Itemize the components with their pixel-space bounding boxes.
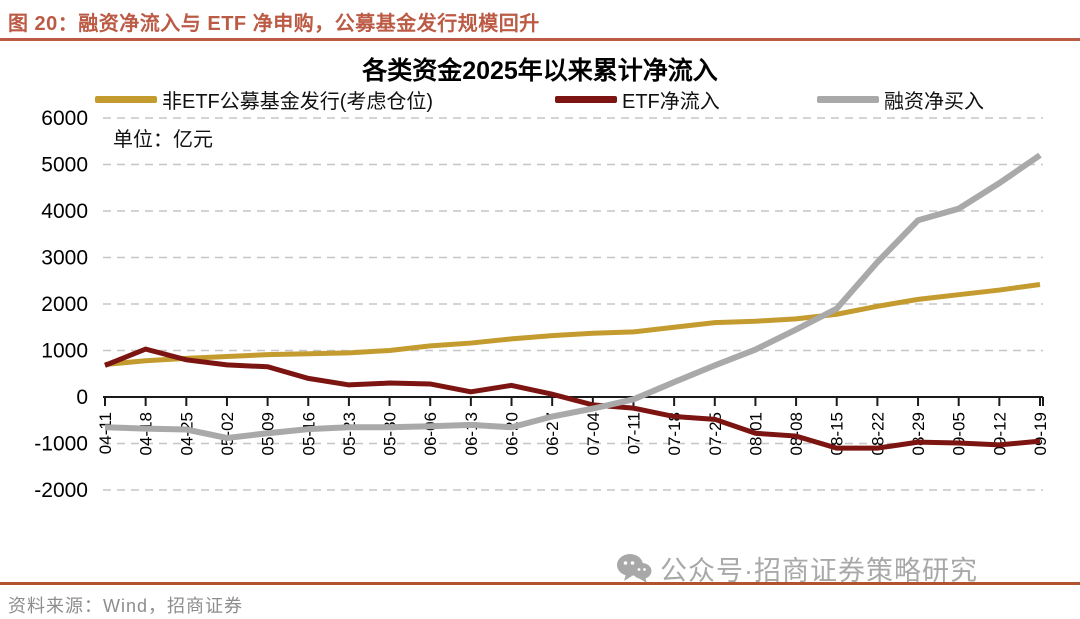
x-tick-label: 09-12: [990, 412, 1009, 455]
source-note: 资料来源：Wind，招商证券: [8, 596, 244, 616]
wechat-icon: [616, 553, 652, 585]
footer-rule: [0, 582, 1080, 585]
legend-label: 融资净买入: [884, 90, 984, 113]
y-tick-label: 6000: [41, 110, 88, 130]
y-tick-label: 3000: [41, 247, 88, 270]
x-tick-label: 09-19: [1031, 412, 1050, 455]
x-tick-label: 06-20: [503, 412, 522, 455]
header-rule: [0, 38, 1080, 41]
series-line: [104, 281, 1041, 367]
x-tick-label: 08-22: [868, 412, 887, 455]
x-tick-label: 09-05: [950, 412, 969, 455]
legend-swatch: [817, 95, 879, 103]
legend-item: 非ETF公募基金发行(考虑仓位): [95, 85, 555, 114]
x-tick-label: 07-04: [584, 412, 603, 455]
legend-label: 非ETF公募基金发行(考虑仓位): [162, 90, 434, 113]
y-tick-label: 4000: [41, 200, 88, 223]
legend-label: ETF净流入: [622, 90, 720, 113]
x-tick-label: 06-27: [543, 412, 562, 455]
figure-header: 图 20：融资净流入与 ETF 净申购，公募基金发行规模回升: [8, 13, 540, 35]
x-tick-label: 04-25: [177, 412, 196, 455]
y-tick-label: -2000: [34, 479, 88, 502]
y-tick-label: -1000: [34, 433, 88, 456]
x-tick-label: 06-13: [462, 412, 481, 455]
legend-swatch: [555, 95, 617, 103]
x-tick-label: 05-16: [299, 412, 318, 455]
y-tick-label: 1000: [41, 340, 88, 363]
watermark: 公众号·招商证券策略研究: [616, 549, 978, 588]
x-tick-label: 07-11: [624, 412, 643, 454]
legend: 非ETF公募基金发行(考虑仓位) ETF净流入 融资净买入: [95, 88, 1055, 113]
watermark-text: 公众号·招商证券策略研究: [660, 556, 978, 586]
y-tick-label: 2000: [41, 293, 88, 316]
legend-item: 融资净买入: [817, 85, 984, 114]
legend-swatch: [95, 95, 157, 103]
x-tick-label: 08-29: [909, 412, 928, 455]
x-tick-label: 05-02: [218, 412, 237, 455]
legend-item: ETF净流入: [555, 85, 817, 114]
x-tick-label: 05-23: [340, 412, 359, 455]
x-tick-label: 06-06: [421, 412, 440, 455]
series-line: [104, 346, 1041, 451]
series-line: [104, 152, 1042, 441]
line-chart: -2000 -1000 0 1000 2000 3000 4000 5000 6000 单位：亿元…: [34, 110, 1050, 502]
x-tick-label: 04-18: [137, 412, 156, 455]
unit-label: 单位：亿元: [113, 128, 213, 151]
chart-title: 各类资金2025年以来累计净流入: [362, 57, 718, 85]
y-tick-label: 5000: [41, 154, 88, 177]
x-tick-label: 07-18: [665, 412, 684, 455]
x-tick-label: 05-30: [381, 412, 400, 455]
y-tick-label: 0: [76, 386, 88, 409]
x-tick-label: 04-11: [96, 412, 115, 454]
